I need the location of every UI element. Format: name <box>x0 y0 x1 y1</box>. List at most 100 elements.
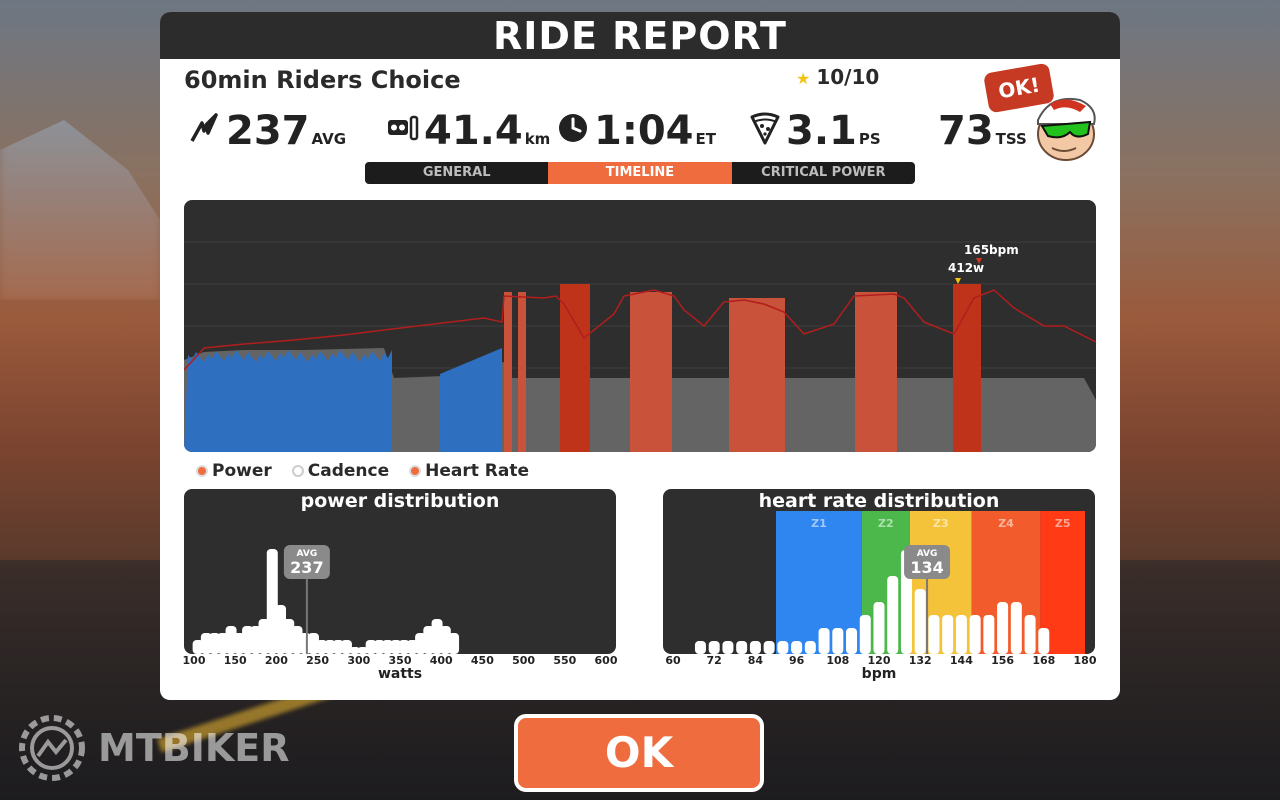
distribution-bar <box>955 615 967 654</box>
power-value: 237 <box>226 108 310 154</box>
x-tick-label: 250 <box>306 654 330 667</box>
distribution-bar <box>818 628 830 654</box>
distribution-bar <box>777 641 789 654</box>
distribution-bar <box>390 640 402 654</box>
time-unit: ET <box>695 130 716 148</box>
x-tick-label: 120 <box>867 654 891 667</box>
stat-tss: 73 TSS <box>938 104 1027 152</box>
distribution-bar <box>1038 628 1050 654</box>
hr-zone-label: Z4 <box>998 517 1014 530</box>
interval-bar <box>518 292 526 452</box>
ok-button[interactable]: OK <box>514 714 764 792</box>
legend-cadence-label: Cadence <box>307 461 390 481</box>
distribution-bar <box>804 641 816 654</box>
x-tick-label: 400 <box>429 654 453 667</box>
distribution-bar <box>722 641 734 654</box>
interval-bar <box>630 292 672 452</box>
avg-badge <box>904 545 951 579</box>
distribution-bar <box>791 641 803 654</box>
distribution-bar <box>448 633 460 654</box>
x-tick-label: 600 <box>594 654 618 667</box>
tab-general[interactable]: GENERAL <box>422 165 491 180</box>
stat-distance: 41.4 km <box>386 104 550 152</box>
distribution-bar <box>324 640 336 654</box>
distribution-bar <box>373 640 385 654</box>
power-peak-marker <box>955 278 961 284</box>
x-tick-label: 72 <box>706 654 722 667</box>
legend-heart-rate-label: Heart Rate <box>425 461 530 481</box>
distribution-bar <box>398 640 410 654</box>
ride-report-panel: RIDE REPORT 60min Riders Choice ★ 10/10 2… <box>160 12 1120 700</box>
interval-bar <box>560 284 590 452</box>
avg-badge-value: 134 <box>910 558 943 577</box>
distribution-bar <box>832 628 844 654</box>
x-tick-label: 156 <box>991 654 1015 667</box>
x-tick-label: 550 <box>553 654 577 667</box>
avg-badge-value: 237 <box>290 558 323 577</box>
distribution-bar <box>763 641 775 654</box>
distribution-bar <box>332 640 344 654</box>
x-tick-label: 350 <box>388 654 412 667</box>
distribution-bar <box>846 628 858 654</box>
power-distribution-chart: AVG 237 <box>184 489 616 654</box>
warmup-power-area <box>184 350 392 452</box>
hr-zone-label: Z5 <box>1055 517 1071 530</box>
tss-value: 73 <box>938 108 994 154</box>
timeline-svg: 412w 165bpm <box>184 241 1096 452</box>
legend-power[interactable]: Power <box>196 461 272 481</box>
distribution-bar <box>736 641 748 654</box>
interval-bar <box>855 292 897 452</box>
hr-zone-label: Z1 <box>811 517 827 530</box>
time-value: 1:04 <box>594 108 694 154</box>
x-tick-label: 144 <box>949 654 973 667</box>
power-distribution-title: power distribution <box>300 490 500 512</box>
stat-power: 237 AVG <box>188 104 346 152</box>
legend-power-toggle[interactable] <box>196 465 208 477</box>
x-tick-label: 96 <box>788 654 805 667</box>
hr-zone-label: Z2 <box>878 517 894 530</box>
distribution-bar <box>1024 615 1036 654</box>
avg-badge-label: AVG <box>297 549 318 559</box>
x-tick-label: 180 <box>1073 654 1097 667</box>
x-tick-label: 150 <box>223 654 247 667</box>
legend-cadence[interactable]: Cadence <box>291 461 390 481</box>
pizza-icon <box>750 112 780 145</box>
legend-cadence-toggle[interactable] <box>291 465 304 477</box>
heart-rate-distribution-chart: Z1 Z2 Z3 Z4 Z5 AVG 134 <box>663 489 1095 654</box>
hr-zone-label: Z3 <box>933 517 949 530</box>
x-tick-label: 60 <box>665 654 681 667</box>
report-tabs: GENERAL TIMELINE CRITICAL POWER <box>365 162 915 184</box>
distribution-bar <box>749 641 761 654</box>
distribution-bar <box>365 640 377 654</box>
x-tick-label: 100 <box>182 654 206 667</box>
legend-heart-rate[interactable]: Heart Rate <box>409 461 529 481</box>
pizza-unit: PS <box>858 130 881 148</box>
timeline-legend: Power Cadence Heart Rate <box>196 461 529 481</box>
distribution-bar <box>708 641 720 654</box>
distribution-bar <box>1010 602 1022 654</box>
avg-badge <box>283 545 330 579</box>
x-tick-label: 168 <box>1032 654 1056 667</box>
x-tick-label: 84 <box>747 654 764 667</box>
distribution-bar <box>382 640 394 654</box>
distance-value: 41.4 <box>424 108 523 154</box>
heart-rate-distribution-title: heart rate distribution <box>758 490 1000 512</box>
power-x-ticks: 100 150 200 250 300 350 400 450 500 550 600 <box>182 654 618 668</box>
ride-rating: ★ 10/10 <box>796 65 879 89</box>
tab-critical-power[interactable]: CRITICAL POWER <box>761 165 886 180</box>
distribution-bar <box>859 615 871 654</box>
tss-unit: TSS <box>995 130 1027 148</box>
distribution-bar <box>887 576 899 654</box>
tab-timeline[interactable]: TIMELINE <box>548 162 732 184</box>
heart-rate-line <box>184 289 1096 371</box>
star-icon: ★ <box>796 69 811 88</box>
interval-bar <box>504 292 512 452</box>
distribution-bar <box>983 615 995 654</box>
distance-icon <box>388 115 419 141</box>
legend-heart-rate-toggle[interactable] <box>409 465 422 477</box>
gear-logo-icon <box>19 715 85 781</box>
watermark-logo: MTBIKER <box>16 712 290 784</box>
watermark-text: MTBIKER <box>98 726 290 770</box>
rider-avatar <box>1037 98 1096 161</box>
